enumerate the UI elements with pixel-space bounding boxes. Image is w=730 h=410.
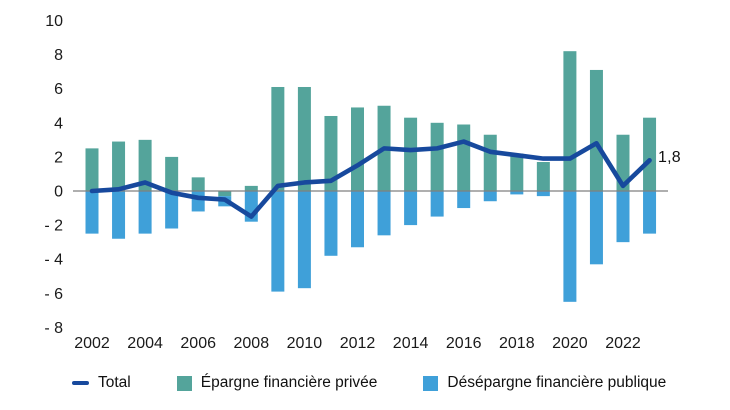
bar-desepargne-publique (483, 191, 497, 202)
bar-desepargne-publique (430, 191, 444, 217)
x-tick-label: 2016 (446, 335, 482, 352)
bar-desepargne-publique (563, 191, 577, 302)
y-tick-label: 2 (54, 149, 63, 166)
bar-desepargne-publique (351, 191, 364, 248)
desepargne-publique-swatch (423, 375, 439, 391)
bar-epargne-privee (430, 122, 444, 191)
bar-desepargne-publique (297, 191, 311, 289)
y-tick-label: - 2 (44, 218, 63, 235)
bar-epargne-privee (536, 162, 550, 191)
bar-epargne-privee (165, 156, 179, 191)
plot-svg: 10 8 6 4 2 0 - 2 - 4 - 6 - 8 2002 2004 2006 2008 2010 2… (44, 13, 668, 352)
legend-label-total: Total (98, 374, 131, 391)
x-tick-label: 2006 (180, 335, 216, 352)
bar-epargne-privee (324, 115, 338, 191)
bar-epargne-privee (297, 86, 311, 191)
bar-epargne-privee (191, 177, 205, 191)
bar-desepargne-publique (138, 191, 152, 234)
legend-label-desepargne-publique: Désépargne financière publique (447, 374, 667, 391)
y-tick-label: - 8 (44, 320, 63, 337)
bar-desepargne-publique (165, 191, 179, 229)
bar-desepargne-publique (643, 191, 657, 234)
bar-epargne-privee (404, 117, 418, 191)
x-tick-label: 2004 (127, 335, 163, 352)
bar-epargne-privee (510, 153, 524, 191)
legend-item-total: Total (72, 374, 131, 392)
x-tick-label: 2008 (234, 335, 270, 352)
legend-label-epargne-privee: Épargne financière privée (200, 374, 378, 391)
legend: Total Épargne financière privée Déséparg… (72, 374, 666, 392)
line-end-value-label: 1,8 (658, 149, 681, 166)
bar-epargne-privee (271, 86, 285, 191)
legend-item-desepargne-publique: Désépargne financière publique (423, 374, 666, 392)
epargne-privee-swatch (176, 375, 192, 391)
bar-epargne-privee (351, 107, 364, 191)
bar-desepargne-publique (85, 191, 99, 234)
bar-epargne-privee (112, 141, 126, 191)
y-tick-label: 10 (45, 13, 63, 30)
bar-desepargne-publique (589, 191, 603, 265)
bar-epargne-privee (457, 124, 471, 191)
bar-epargne-privee (244, 185, 258, 191)
bar-epargne-privee (218, 191, 232, 197)
bar-desepargne-publique (510, 191, 524, 195)
bar-desepargne-publique (191, 191, 205, 212)
x-tick-label: 2014 (393, 335, 429, 352)
bar-epargne-privee (563, 51, 577, 191)
x-tick-label: 2022 (605, 335, 641, 352)
bar-desepargne-publique (616, 191, 630, 243)
total-line (89, 139, 652, 219)
bar-desepargne-publique (324, 191, 338, 256)
y-tick-label: 8 (54, 47, 63, 64)
bar-desepargne-publique (112, 191, 126, 239)
bar-epargne-privee (483, 134, 497, 191)
bar-desepargne-publique (536, 191, 550, 197)
bar-epargne-privee (138, 139, 152, 191)
x-tick-label: 2020 (552, 335, 588, 352)
legend-item-epargne-privee: Épargne financière privée (176, 374, 378, 392)
total-line-swatch (72, 381, 89, 385)
y-tick-label: - 4 (44, 252, 63, 269)
x-tick-label: 2002 (74, 335, 110, 352)
bar-epargne-privee (589, 69, 603, 191)
bar-desepargne-publique (457, 191, 471, 209)
x-tick-label: 2010 (287, 335, 323, 352)
x-tick-label: 2012 (340, 335, 376, 352)
bar-epargne-privee (643, 117, 657, 191)
y-tick-label: 4 (54, 115, 63, 132)
y-tick-label: 6 (54, 81, 63, 98)
bar-desepargne-publique (271, 191, 285, 292)
bar-desepargne-publique (377, 191, 391, 236)
y-tick-label: 0 (54, 184, 63, 201)
y-tick-label: - 6 (44, 286, 63, 303)
x-tick-label: 2018 (499, 335, 535, 352)
bar-epargne-privee (85, 148, 99, 191)
bar-desepargne-publique (404, 191, 418, 226)
